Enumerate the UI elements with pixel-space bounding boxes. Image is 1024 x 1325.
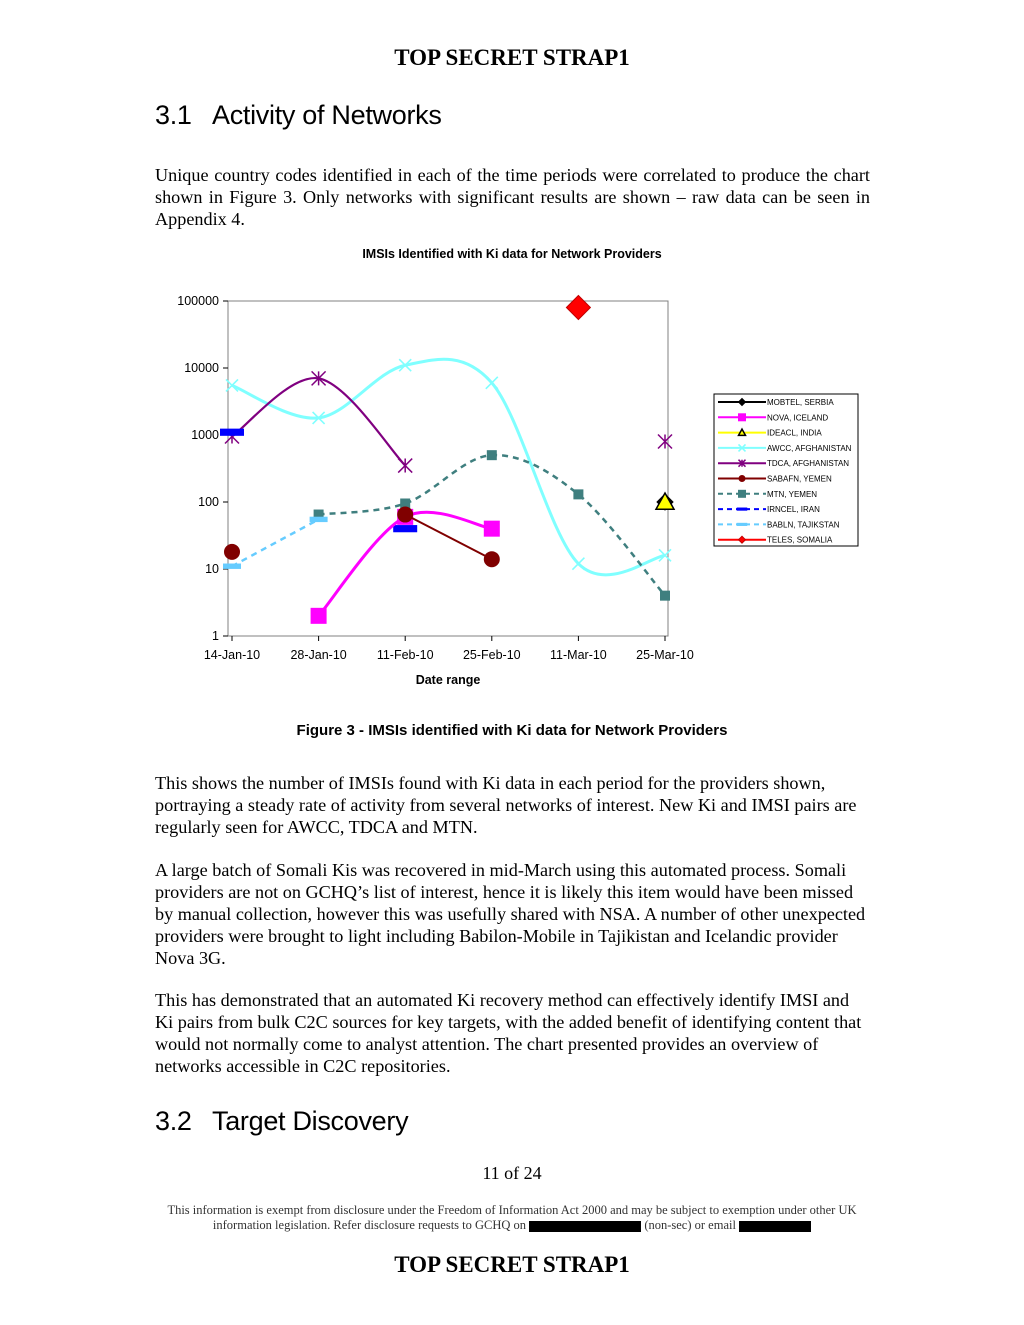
legend-marker-mtn-yemen <box>738 489 746 498</box>
y-tick-label: 100000 <box>177 294 219 308</box>
x-tick-label: 25-Mar-10 <box>636 648 694 662</box>
legend-marker-mobtel-serbia <box>737 397 747 407</box>
data-point-awcc-afghanistan <box>571 557 585 571</box>
legend-label-mtn-yemen: MTN, YEMEN <box>767 490 817 499</box>
section-number: 3.2 <box>155 1106 192 1136</box>
section-heading-activity: 3.1 Activity of Networks <box>155 100 442 131</box>
data-point-awcc-afghanistan <box>398 358 412 372</box>
legend-label-teles-somalia: TELES, SOMALIA <box>767 536 833 545</box>
paragraph-3: A large batch of Somali Kis was recovere… <box>155 860 866 968</box>
x-tick-label: 14-Jan-10 <box>204 648 260 662</box>
footer-line-1: This information is exempt from disclosu… <box>167 1203 857 1217</box>
legend-marker-babln-tajikstan <box>736 522 748 526</box>
data-point-tdca-afghanistan <box>311 370 327 386</box>
figure-caption: Figure 3 - IMSIs identified with Ki data… <box>296 722 728 739</box>
data-point-ideacl-india <box>654 491 676 510</box>
legend-label-sabafn-yemen: SABAFN, YEMEN <box>767 475 832 484</box>
legend-marker-sabafn-yemen <box>738 475 746 482</box>
x-tick-label: 11-Mar-10 <box>550 648 607 662</box>
legend-label-babln-tajikstan: BABLN, TAJIKSTAN <box>767 520 840 529</box>
legend-marker-tdca-afghanistan <box>737 459 747 468</box>
data-point-mtn-yemen <box>660 590 670 601</box>
footer-line-2: information legislation. Refer disclosur… <box>140 1218 884 1233</box>
data-point-mtn-yemen <box>486 450 497 461</box>
chart-title: IMSIs Identified with Ki data for Networ… <box>362 247 662 261</box>
section-heading-target-discovery: 3.2 Target Discovery <box>155 1106 409 1137</box>
data-point-teles-somalia <box>565 294 592 321</box>
data-point-awcc-afghanistan <box>485 376 499 390</box>
chart-svg: 1 10 100 1000 10000 100000 14-Jan-10 28-Jan-10 1… <box>177 294 859 687</box>
legend-label-mobtel-serbia: MOBTEL, SERBIA <box>767 398 834 407</box>
footer-line-2-start: information legislation. Refer disclosur… <box>212 1218 527 1232</box>
y-tick-label: 10000 <box>184 361 219 375</box>
legend-marker-awcc-afghanistan <box>737 443 747 452</box>
x-tick-label: 28-Jan-10 <box>290 648 346 662</box>
x-tick-label: 25-Feb-10 <box>463 648 521 662</box>
legend-marker-irncel-iran <box>736 507 748 511</box>
classification-header: TOP SECRET STRAP1 <box>394 45 630 70</box>
classification-footer: TOP SECRET STRAP1 <box>394 1252 630 1277</box>
section-title: Activity of Networks <box>212 100 442 130</box>
paragraph-4: This has demonstrated that an automated … <box>155 990 862 1076</box>
y-tick-label: 100 <box>198 495 219 509</box>
redaction-phone <box>529 1220 642 1232</box>
data-point-mtn-yemen <box>573 489 584 500</box>
paragraph-2: This shows the number of IMSIs found wit… <box>155 773 857 837</box>
plot-area <box>227 300 669 637</box>
legend-marker-nova-iceland <box>738 413 746 422</box>
x-tick-label: 11-Feb-10 <box>377 648 434 662</box>
y-tick-label: 1 <box>212 629 219 643</box>
section-number: 3.1 <box>155 100 192 130</box>
data-point-mtn-yemen <box>313 509 324 520</box>
data-point-nova-iceland <box>483 520 500 537</box>
legend-marker-teles-somalia <box>737 535 747 544</box>
legend-label-ideacl-india: IDEACL, INDIA <box>767 429 822 438</box>
x-axis-label: Date range <box>416 673 481 687</box>
legend-marker-ideacl-india <box>737 427 747 437</box>
data-point-sabafn-yemen <box>483 551 500 568</box>
data-point-awcc-afghanistan <box>225 378 239 392</box>
legend-label-irncel-iran: IRNCEL, IRAN <box>767 505 820 514</box>
legend-label-tdca-afghanistan: TDCA, AFGHANISTAN <box>767 459 849 468</box>
data-point-sabafn-yemen <box>397 506 414 523</box>
section-title: Target Discovery <box>212 1106 409 1136</box>
footer-line-2-mid: (non-sec) or email <box>644 1218 736 1232</box>
data-point-nova-iceland <box>310 607 327 624</box>
data-point-tdca-afghanistan <box>397 458 413 474</box>
legend-label-awcc-afghanistan: AWCC, AFGHANISTAN <box>767 444 852 453</box>
redaction-email <box>739 1220 812 1232</box>
data-point-mtn-yemen <box>400 498 411 509</box>
data-point-babln-tajikstan <box>309 516 328 523</box>
data-point-awcc-afghanistan <box>658 548 672 562</box>
intro-paragraph: Unique country codes identified in each … <box>155 165 870 229</box>
data-point-irncel-iran <box>393 525 418 533</box>
data-point-tdca-afghanistan <box>657 433 673 450</box>
page-number: 11 of 24 <box>482 1163 542 1183</box>
data-point-babln-tajikstan <box>223 563 241 569</box>
footer-disclaimer: This information is exempt from disclosu… <box>140 1203 884 1233</box>
data-point-irncel-iran <box>220 428 244 436</box>
data-point-sabafn-yemen <box>224 543 240 560</box>
legend-label-nova-iceland: NOVA, ICELAND <box>767 413 828 422</box>
series-line-babln-tajikstan <box>231 518 320 568</box>
y-tick-label: 10 <box>205 562 219 576</box>
data-point-awcc-afghanistan <box>312 411 326 425</box>
y-tick-label: 1000 <box>191 428 219 442</box>
